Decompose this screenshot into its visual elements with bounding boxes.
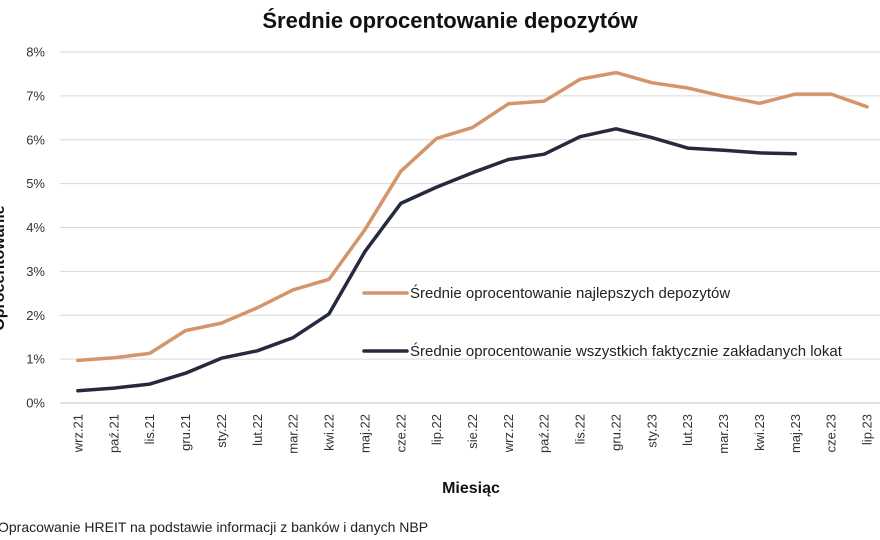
x-tick-label: wrz.21 xyxy=(70,414,85,453)
x-tick-label: gru.22 xyxy=(608,414,623,451)
y-tick-label: 4% xyxy=(26,220,45,235)
y-tick-label: 2% xyxy=(26,308,45,323)
x-tick-label: lut.23 xyxy=(680,414,695,446)
legend-label: Średnie oprocentowanie wszystkich faktyc… xyxy=(410,342,843,360)
y-axis-ticks: 0% 1% 2% 3% 4% 5% 6% 7% 8% xyxy=(26,45,45,411)
x-tick-label: cze.23 xyxy=(824,414,839,452)
series-lines xyxy=(76,70,869,393)
x-tick-label: wrz.22 xyxy=(501,414,516,453)
y-tick-label: 7% xyxy=(26,88,45,103)
series-line-1 xyxy=(76,70,869,363)
x-tick-label: sie.22 xyxy=(465,414,480,449)
x-tick-label: cze.22 xyxy=(393,414,408,452)
x-tick-label: paź.21 xyxy=(106,414,121,453)
x-tick-label: lis.22 xyxy=(573,414,588,444)
x-tick-label: kwi.22 xyxy=(322,414,337,451)
x-tick-label: sty.22 xyxy=(214,414,229,448)
y-tick-label: 5% xyxy=(26,176,45,191)
y-axis-label: Oprocentowanie xyxy=(0,205,8,330)
source-note: Opracowanie HREIT na podstawie informacj… xyxy=(0,519,428,535)
x-tick-label: mar.23 xyxy=(716,414,731,454)
x-tick-label: maj.23 xyxy=(788,414,803,453)
gridlines xyxy=(60,51,880,404)
legend: Średnie oprocentowanie najlepszych depoz… xyxy=(362,284,843,360)
x-axis-ticks: wrz.21 paź.21 lis.21 gru.21 sty.22 lut.22 mar.… xyxy=(70,414,874,454)
legend-label: Średnie oprocentowanie najlepszych depoz… xyxy=(410,284,730,302)
x-tick-label: lip.23 xyxy=(860,414,875,445)
x-tick-label: lut.22 xyxy=(250,414,265,446)
x-tick-label: lip.22 xyxy=(429,414,444,445)
y-tick-label: 1% xyxy=(26,352,45,367)
chart-title: Średnie oprocentowanie depozytów xyxy=(262,8,638,33)
y-tick-label: 0% xyxy=(26,396,45,411)
x-tick-label: mar.22 xyxy=(286,414,301,454)
y-tick-label: 8% xyxy=(26,45,45,60)
x-tick-label: lis.21 xyxy=(142,414,157,444)
x-tick-label: maj.22 xyxy=(357,414,372,453)
x-tick-label: kwi.23 xyxy=(752,414,767,451)
y-tick-label: 3% xyxy=(26,264,45,279)
y-tick-label: 6% xyxy=(26,132,45,147)
x-tick-label: paź.22 xyxy=(537,414,552,453)
series-line-2 xyxy=(76,127,798,393)
x-tick-label: sty.23 xyxy=(644,414,659,448)
x-tick-label: gru.21 xyxy=(178,414,193,451)
x-axis-label: Miesiąc xyxy=(442,480,500,497)
